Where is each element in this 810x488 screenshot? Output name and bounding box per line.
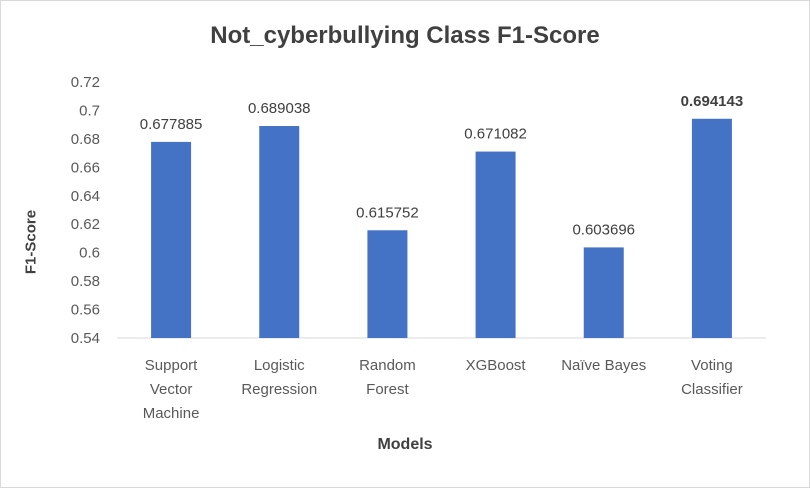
y-tick-label: 0.54: [71, 330, 100, 347]
bar: [583, 247, 624, 338]
bar: [367, 230, 408, 338]
data-label: 0.677885: [140, 116, 203, 133]
y-tick-label: 0.72: [71, 74, 100, 91]
bar: [475, 151, 516, 338]
y-tick-label: 0.56: [71, 302, 100, 319]
x-category-label: Random: [359, 357, 416, 374]
x-category-label: Classifier: [681, 381, 743, 398]
y-tick-label: 0.62: [71, 216, 100, 233]
x-axis-label: Models: [377, 436, 433, 453]
y-tick-label: 0.64: [71, 188, 100, 205]
bar: [691, 118, 732, 338]
data-label: 0.615752: [356, 204, 419, 221]
x-category-label: Regression: [241, 381, 317, 398]
bar: [259, 126, 300, 338]
data-label: 0.671082: [464, 126, 527, 143]
y-tick-label: 0.6: [79, 245, 100, 262]
y-tick-label: 0.68: [71, 131, 100, 148]
data-label: 0.694143: [681, 93, 744, 110]
x-category-label: XGBoost: [466, 357, 527, 374]
x-category-label: Vector: [150, 381, 193, 398]
y-tick-label: 0.7: [79, 102, 100, 119]
y-tick-label: 0.66: [71, 159, 100, 176]
data-label: 0.689038: [248, 100, 311, 117]
x-category-label: Forest: [366, 381, 409, 398]
x-category-label: Logistic: [254, 357, 305, 374]
y-tick-label: 0.58: [71, 273, 100, 290]
data-label: 0.603696: [572, 221, 635, 238]
x-category-label: Voting: [691, 357, 733, 374]
x-category-label: Machine: [143, 405, 200, 422]
bar: [151, 141, 192, 338]
chart-title: Not_cyberbullying Class F1-Score: [210, 22, 600, 49]
x-category-label: Support: [145, 357, 198, 374]
x-category-label: Naïve Bayes: [561, 357, 646, 374]
